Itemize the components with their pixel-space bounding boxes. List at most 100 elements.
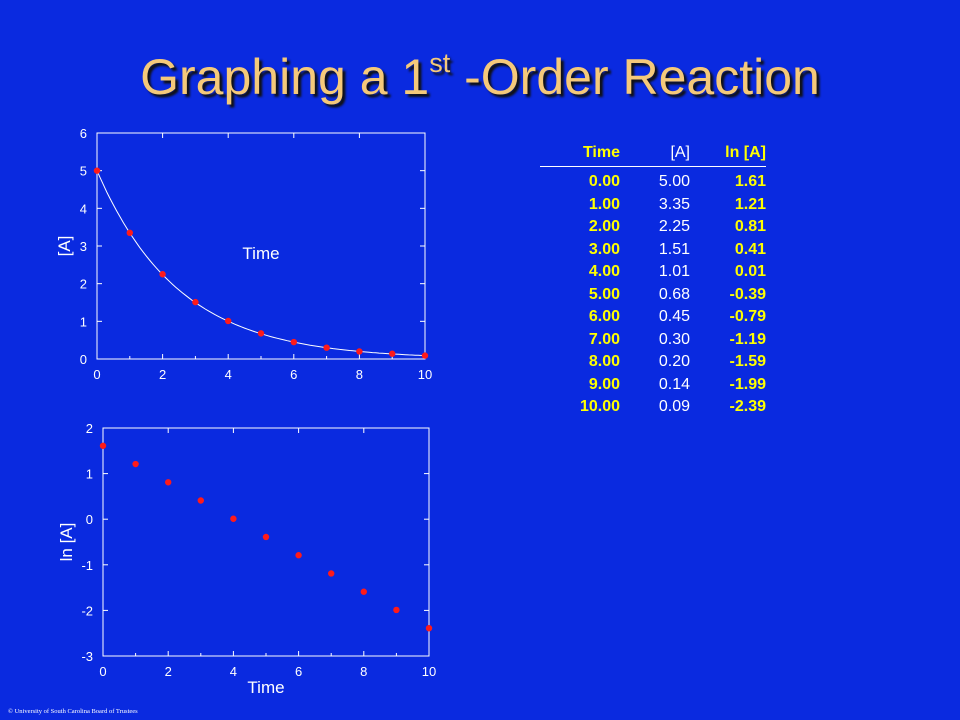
chart2-y-tick-label: 2 — [86, 421, 93, 436]
title-main: Graphing a 1 — [140, 49, 430, 105]
cell-ln-concentration: -0.79 — [729, 308, 766, 326]
chart2-data-point — [328, 570, 335, 577]
cell-time: 5.00 — [588, 285, 620, 303]
title-rest: -Order Reaction — [450, 49, 820, 105]
copyright-notice: © University of South Carolina Board of … — [8, 708, 138, 715]
table-row: 6.00 0.45 -0.79 — [540, 306, 766, 329]
chart2-data-point — [425, 624, 433, 632]
cell-ln-concentration: -1.19 — [729, 330, 766, 348]
chart1-y-tick-label: 5 — [80, 164, 87, 179]
cell-time: 2.00 — [588, 218, 620, 236]
chart1-x-tick-label: 10 — [418, 367, 432, 382]
chart2-data-point — [360, 588, 367, 595]
chart1-x-tick-label: 2 — [159, 367, 166, 382]
chart1-data-point — [356, 348, 363, 355]
chart2-data-point — [393, 606, 400, 614]
chart2-x-tick-label: 6 — [295, 664, 302, 679]
data-table: Time [A] ln [A] 0.00 5.00 1.61 1.00 3.35 1.21… — [540, 140, 766, 419]
chart1-data-point — [225, 317, 232, 325]
table-row: 1.00 3.35 1.21 — [540, 194, 766, 217]
cell-concentration: 0.45 — [658, 308, 690, 326]
cell-time: 7.00 — [588, 330, 620, 348]
table-row: 9.00 0.14 -1.99 — [540, 374, 766, 397]
cell-time: 4.00 — [588, 263, 620, 281]
cell-ln-concentration: -2.39 — [729, 398, 766, 416]
title-superscript: st — [429, 48, 451, 78]
chart1-data-point — [93, 167, 101, 174]
chart2-x-axis-label: Time — [247, 678, 284, 697]
chart2-x-tick-label: 2 — [165, 664, 172, 679]
cell-concentration: 5.00 — [658, 173, 690, 191]
chart1-y-tick-label: 6 — [80, 126, 87, 141]
cell-concentration: 0.14 — [658, 375, 690, 393]
chart2-data-point — [262, 533, 270, 541]
chart1-x-tick-label: 4 — [225, 367, 232, 382]
cell-concentration: 0.09 — [658, 398, 690, 416]
table-row: 2.00 2.25 0.81 — [540, 216, 766, 239]
table-header-row: Time [A] ln [A] — [540, 140, 766, 167]
cell-concentration: 2.25 — [658, 218, 690, 236]
chart2-x-tick-label: 8 — [360, 664, 367, 679]
chart2-data-point — [132, 460, 139, 468]
cell-ln-concentration: 0.01 — [734, 263, 766, 281]
chart2-data-point — [165, 479, 172, 486]
chart1-data-point — [389, 350, 396, 357]
chart2-y-axis-label: ln [A] — [57, 523, 76, 562]
chart2-data-point — [197, 497, 204, 504]
cell-ln-concentration: 1.61 — [734, 173, 766, 191]
chart2-x-tick-label: 0 — [99, 664, 106, 679]
cell-time: 8.00 — [588, 353, 620, 371]
header-ln-concentration: ln [A] — [690, 140, 766, 167]
chart2-x-tick-label: 10 — [422, 664, 436, 679]
table-row: 3.00 1.51 0.41 — [540, 239, 766, 262]
chart1-y-tick-label: 0 — [80, 352, 87, 367]
cell-concentration: 0.30 — [658, 330, 690, 348]
chart1-data-point — [323, 344, 330, 351]
chart1-y-tick-label: 1 — [80, 314, 87, 329]
cell-time: 1.00 — [588, 195, 620, 213]
chart2-data-point — [295, 552, 302, 559]
cell-time: 6.00 — [588, 308, 620, 326]
chart1-data-point — [159, 271, 166, 278]
cell-concentration: 0.68 — [658, 285, 690, 303]
header-time: Time — [540, 140, 620, 167]
table-row: 5.00 0.68 -0.39 — [540, 284, 766, 307]
cell-concentration: 1.01 — [658, 263, 690, 281]
table-row: 7.00 0.30 -1.19 — [540, 329, 766, 352]
table-row: 0.00 5.00 1.61 — [540, 167, 766, 194]
cell-ln-concentration: -1.99 — [729, 375, 766, 393]
chart1-data-point — [421, 352, 429, 359]
cell-ln-concentration: 0.81 — [734, 218, 766, 236]
cell-ln-concentration: 0.41 — [734, 240, 766, 258]
chart1-data-point — [257, 330, 265, 337]
chart2-data-point — [230, 515, 237, 522]
chart1-data-point — [126, 229, 133, 237]
table-row: 4.00 1.01 0.01 — [540, 261, 766, 284]
chart1-fit-curve — [96, 170, 426, 357]
chart1-data-point — [192, 298, 199, 306]
table-row: 8.00 0.20 -1.59 — [540, 351, 766, 374]
cell-time: 9.00 — [588, 375, 620, 393]
cell-time: 3.00 — [588, 240, 620, 258]
chart2-y-tick-label: -1 — [81, 558, 93, 573]
table-row: 10.00 0.09 -2.39 — [540, 396, 766, 419]
cell-concentration: 1.51 — [658, 240, 690, 258]
chart1-x-tick-label: 0 — [93, 367, 100, 382]
chart2-y-tick-label: 1 — [86, 467, 93, 482]
cell-time: 10.00 — [579, 398, 620, 416]
chart1-x-axis-label: Time — [242, 244, 279, 263]
chart2-data-point — [99, 442, 107, 449]
chart2-y-tick-label: -3 — [81, 649, 93, 664]
chart2-plot-frame — [102, 427, 430, 657]
cell-ln-concentration: 1.21 — [734, 195, 766, 213]
header-concentration: [A] — [620, 140, 690, 167]
chart1-data-point — [290, 338, 297, 346]
chart2-x-tick-label: 4 — [230, 664, 237, 679]
cell-concentration: 0.20 — [658, 353, 690, 371]
cell-time: 0.00 — [588, 173, 620, 191]
chart1-y-tick-label: 2 — [80, 277, 87, 292]
table-body: 0.00 5.00 1.61 1.00 3.35 1.21 2.00 2.25 0.81 3.00… — [540, 167, 766, 419]
cell-ln-concentration: -0.39 — [729, 285, 766, 303]
chart1-x-tick-label: 8 — [356, 367, 363, 382]
